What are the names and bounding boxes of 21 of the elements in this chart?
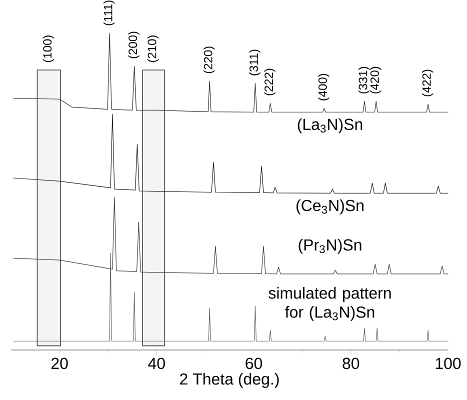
annotation: (200) (128, 32, 140, 58)
series-label: (Ce$_{3}$N)Sn (296, 199, 364, 214)
x-axis-title: 2 Theta (deg.) (180, 372, 279, 388)
series-label: (La$_{3}$N)Sn (298, 118, 362, 134)
annotation: (111) (103, 0, 115, 26)
annotation: (222) (264, 68, 276, 96)
series-label: simulated pattern for (La$_{3}$N)Sn (268, 287, 391, 321)
annotation: (220) (204, 46, 215, 74)
annotation: (400) (318, 74, 330, 100)
annotation: (420) (370, 66, 382, 94)
annotation: (210) (147, 36, 159, 62)
x-tick-label: 60 (246, 358, 262, 370)
x-tick-label: 100 (436, 358, 461, 370)
annotation: (311) (249, 50, 260, 76)
annotation: (331) (358, 66, 370, 94)
x-tick-label: 80 (342, 358, 360, 370)
annotation: (100) (42, 36, 54, 62)
x-tick-label: 40 (148, 358, 165, 370)
annotation: (422) (422, 70, 434, 96)
x-tick-label: 20 (51, 358, 68, 370)
series-label: (Pr$_{3}$N)Sn (298, 238, 362, 254)
